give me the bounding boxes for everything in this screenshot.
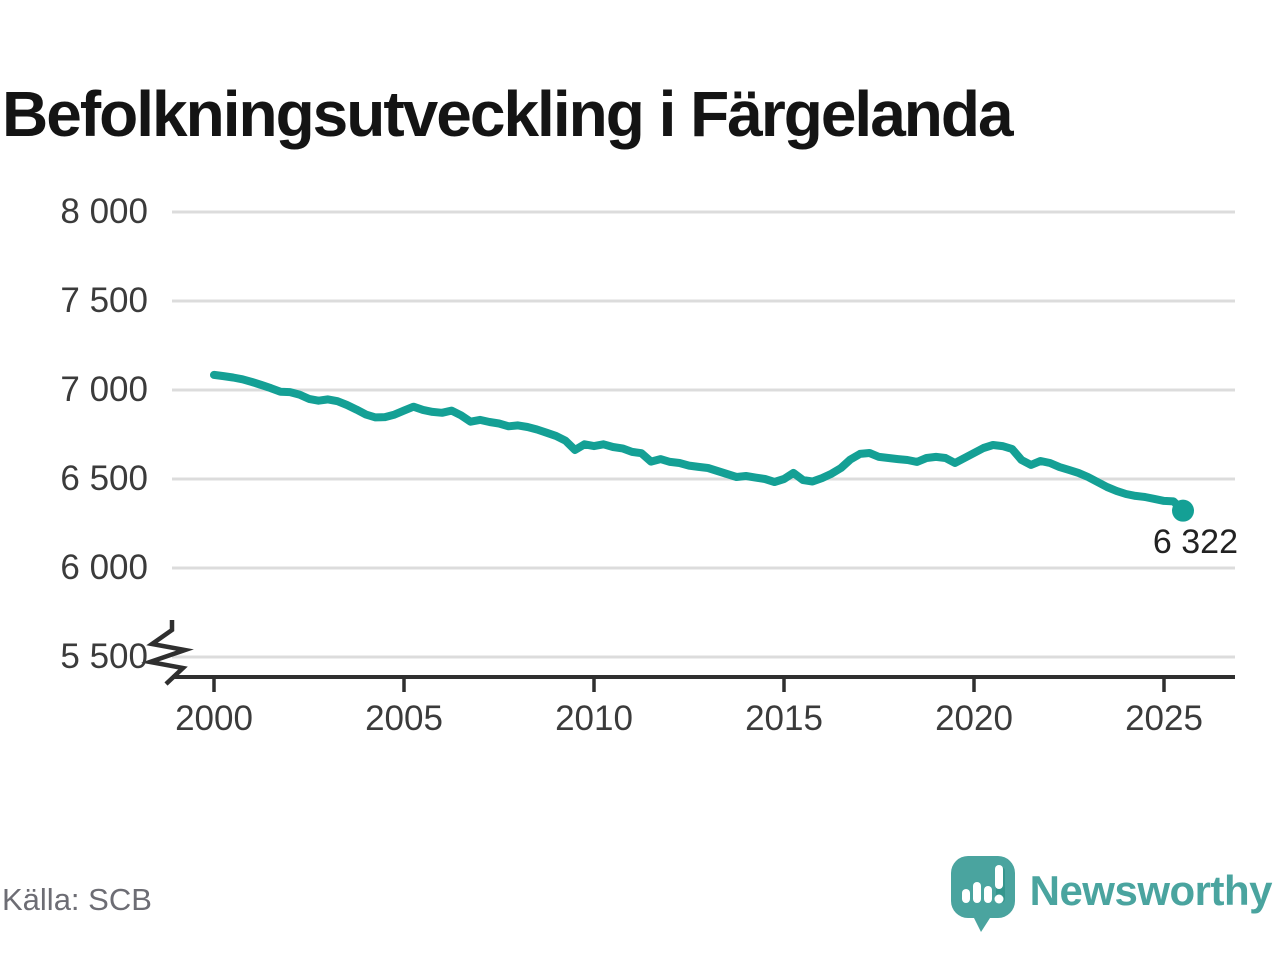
source-credit: Källa: SCB: [2, 882, 152, 917]
newsworthy-logo-icon: [950, 856, 1015, 932]
population-series-line: [210, 370, 1187, 515]
y-tick-label: 5 500: [60, 637, 148, 676]
last-point-marker: [1172, 499, 1194, 522]
chart-title: Befolkningsutveckling i Färgelanda: [2, 77, 1014, 150]
x-tick-label: 2025: [1125, 699, 1203, 738]
y-tick-label: 7 000: [60, 370, 148, 409]
y-tick-label: 7 500: [60, 281, 148, 320]
branding: Newsworthy: [950, 854, 1273, 934]
x-tick-label: 2015: [745, 699, 823, 738]
y-tick-label: 8 000: [60, 192, 148, 231]
x-tick-label: 2010: [555, 699, 633, 738]
last-value-label: 6 322: [1152, 522, 1238, 561]
y-tick-label: 6 500: [60, 459, 148, 498]
axis-break-icon: [141, 620, 194, 686]
x-tick-label: 2000: [175, 699, 253, 738]
x-tick-label: 2020: [935, 699, 1013, 738]
brand-name: Newsworthy: [1029, 867, 1273, 914]
x-tick-label: 2005: [365, 699, 443, 738]
y-tick-label: 6 000: [60, 548, 148, 587]
